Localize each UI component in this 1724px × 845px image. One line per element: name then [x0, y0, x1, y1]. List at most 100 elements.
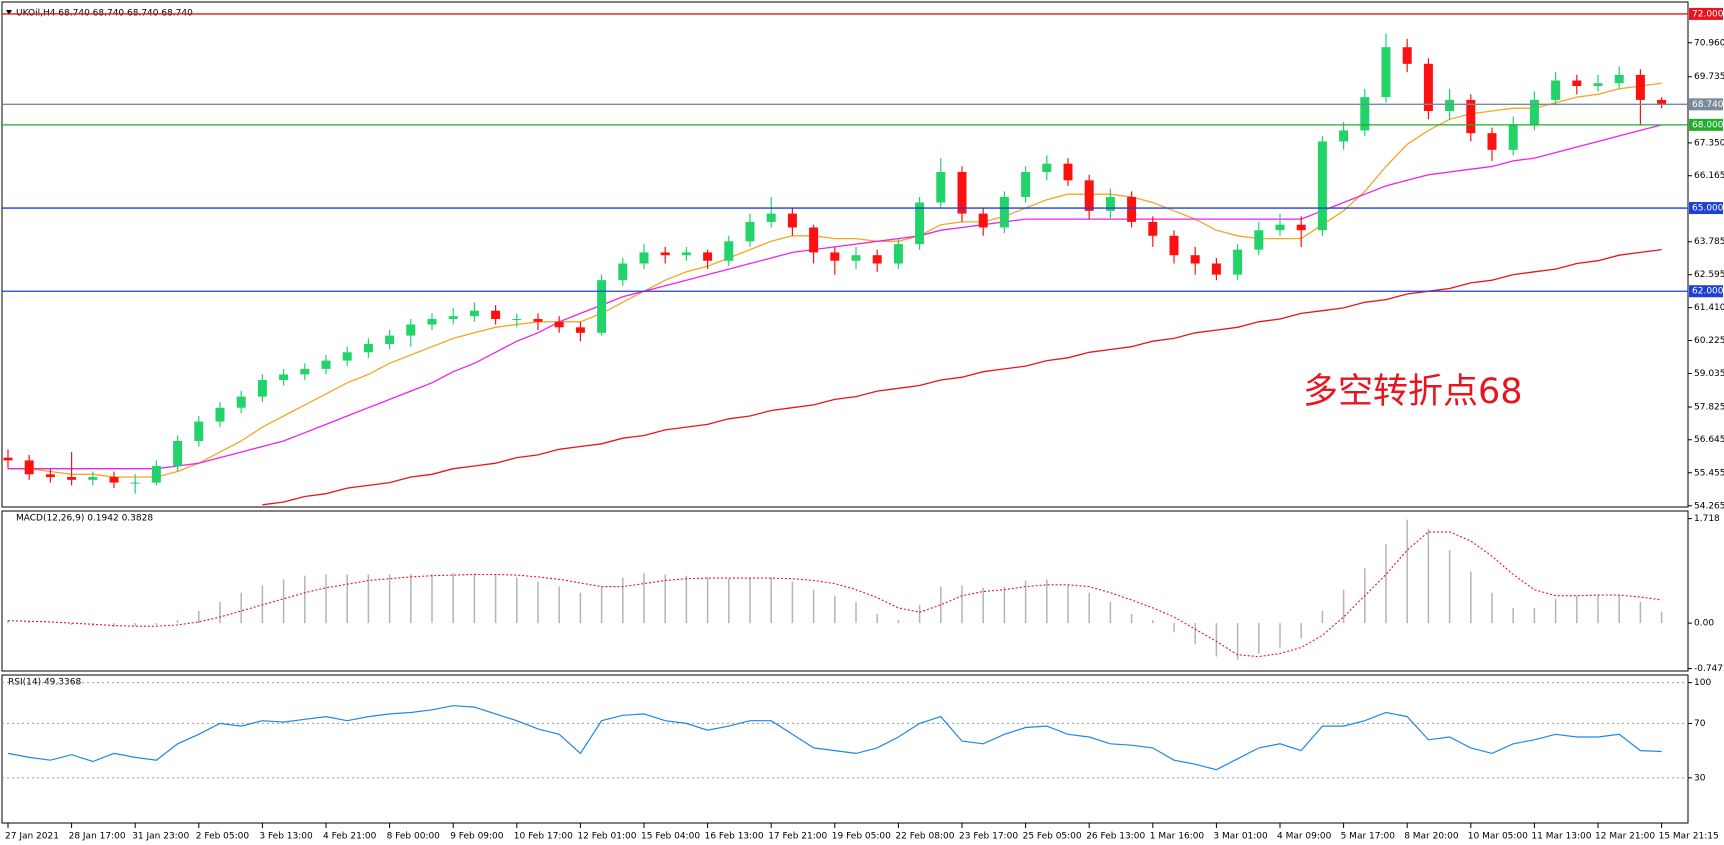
rsi-line: [7, 705, 1662, 771]
candle-body: [1551, 80, 1561, 100]
y-tick-label: 30: [1694, 773, 1706, 783]
y-tick-label: 70: [1694, 719, 1706, 729]
x-tick-label: 16 Feb 13:00: [705, 832, 764, 842]
candle-body: [787, 213, 797, 228]
x-tick-label: 19 Feb 05:00: [832, 832, 891, 842]
x-tick-label: 8 Feb 00:00: [387, 832, 441, 842]
candle-body: [872, 255, 882, 264]
y-tick-label: 0.00: [1694, 619, 1714, 629]
candle-body: [512, 318, 522, 320]
level-label: 68.740: [1692, 100, 1724, 110]
candle-body: [469, 310, 479, 317]
menu-arrow: [6, 10, 12, 15]
candle-body: [1614, 74, 1624, 84]
y-tick-label: 56.645: [1694, 435, 1724, 445]
candle-body: [1063, 163, 1073, 181]
candle-body: [215, 407, 225, 422]
level-label: 72.000: [1692, 9, 1724, 19]
y-tick-label: 69.735: [1694, 72, 1724, 82]
x-tick-label: 31 Jan 23:00: [132, 832, 189, 842]
candle-body: [1529, 99, 1539, 125]
candle-body: [978, 213, 988, 228]
x-tick-label: 25 Feb 05:00: [1023, 832, 1082, 842]
candle-body: [1339, 130, 1349, 142]
candle-body: [1169, 235, 1179, 256]
candle-body: [851, 255, 861, 261]
x-tick-label: 23 Feb 17:00: [959, 832, 1018, 842]
candle-body: [88, 477, 98, 480]
candle-body: [893, 244, 903, 264]
candle-body: [999, 196, 1009, 228]
candle-body: [809, 227, 819, 253]
candle-body: [957, 171, 967, 214]
level-label: 62.000: [1692, 287, 1724, 297]
candle-body: [3, 457, 13, 461]
level-label: 65.000: [1692, 204, 1724, 214]
x-tick-label: 10 Feb 17:00: [514, 832, 573, 842]
candle-body: [1190, 255, 1200, 264]
x-tick-label: 11 Mar 13:00: [1531, 832, 1591, 842]
candle-body: [385, 335, 395, 344]
level-box: [1689, 285, 1723, 298]
x-tick-label: 8 Mar 20:00: [1404, 832, 1459, 842]
rsi-title: RSI(14) 49.3368: [8, 678, 81, 688]
candle-body: [427, 318, 437, 325]
y-tick-label: 67.350: [1694, 138, 1724, 148]
moving-average: [8, 82, 1662, 478]
x-tick-label: 4 Mar 09:00: [1277, 832, 1332, 842]
candle-body: [279, 374, 289, 380]
x-tick-label: 26 Feb 13:00: [1086, 832, 1145, 842]
candle-body: [1402, 47, 1412, 64]
x-tick-label: 1 Mar 16:00: [1150, 832, 1205, 842]
y-tick-label: 70.960: [1694, 38, 1724, 48]
x-tick-label: 4 Feb 21:00: [323, 832, 377, 842]
y-tick-label: 61.410: [1694, 303, 1724, 313]
y-tick-label: 62.595: [1694, 270, 1724, 280]
candle-body: [703, 252, 713, 261]
candle-body: [1381, 47, 1391, 98]
candle-body: [1466, 99, 1476, 134]
candle-body: [1635, 74, 1645, 100]
x-tick-label: 3 Feb 13:00: [259, 832, 313, 842]
candle-body: [1148, 221, 1158, 236]
x-tick-label: 22 Feb 08:00: [895, 832, 954, 842]
candle-body: [194, 421, 204, 441]
candle-body: [1275, 224, 1285, 231]
candle-body: [1593, 83, 1603, 87]
candle-body: [1296, 224, 1306, 231]
candle-body: [300, 368, 310, 375]
x-tick-label: 3 Mar 01:00: [1213, 832, 1268, 842]
candle-body: [406, 324, 416, 336]
candle-body: [660, 252, 670, 256]
candle-body: [618, 263, 628, 281]
candle-body: [936, 171, 946, 203]
candle-body: [1084, 180, 1094, 211]
y-tick-label: 55.455: [1694, 468, 1724, 478]
candle-body: [1233, 249, 1243, 275]
candle-body: [1445, 99, 1455, 111]
candle-body: [45, 474, 55, 478]
panel-frame: [1, 1, 1689, 508]
x-tick-label: 15 Mar 21:15: [1659, 832, 1719, 842]
y-tick-label: 57.825: [1694, 403, 1724, 413]
level-box: [1689, 202, 1723, 215]
candle-body: [1317, 141, 1327, 231]
candle-body: [597, 280, 607, 333]
candle-body: [681, 252, 691, 256]
candle-body: [766, 213, 776, 222]
x-tick-label: 10 Mar 05:00: [1468, 832, 1528, 842]
y-tick-label: 63.785: [1694, 237, 1724, 247]
candle-body: [24, 460, 34, 475]
level-box: [1689, 98, 1723, 111]
candle-body: [1021, 171, 1031, 197]
x-tick-label: 5 Mar 17:00: [1341, 832, 1396, 842]
candle-body: [1572, 80, 1582, 87]
x-tick-label: 12 Mar 21:00: [1595, 832, 1655, 842]
x-tick-label: 27 Jan 2021: [5, 832, 59, 842]
candle-body: [363, 343, 373, 353]
level-label: 68.000: [1692, 120, 1724, 130]
candle-body: [1508, 124, 1518, 150]
y-tick-label: 54.265: [1694, 501, 1724, 511]
